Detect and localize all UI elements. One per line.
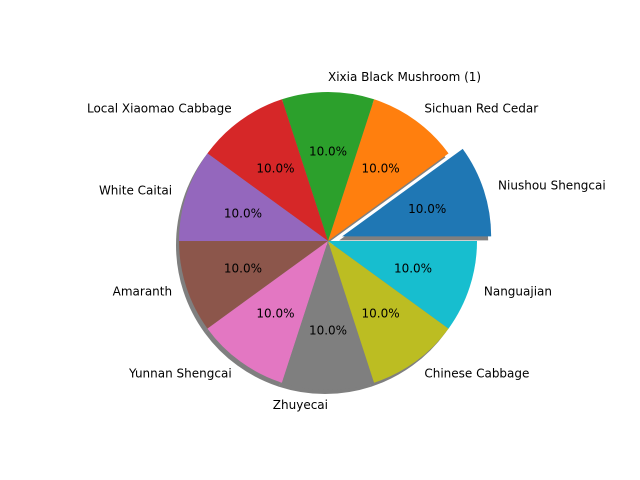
percent-label-white-caitai: 10.0% xyxy=(224,206,262,220)
percent-label-yunnan-shengcai: 10.0% xyxy=(256,306,294,320)
category-label-nanguajian: Nanguajian xyxy=(484,285,552,299)
category-label-local-xiaomao-cabbage: Local Xiaomao Cabbage xyxy=(87,101,232,115)
percent-label-chinese-cabbage: 10.0% xyxy=(361,306,399,320)
percent-label-amaranth: 10.0% xyxy=(224,262,262,276)
percent-label-zhuyecai: 10.0% xyxy=(309,323,347,337)
percent-labels: 10.0% 10.0% 10.0% 10.0% 10.0% 10.0% 10.0% 10.0%… xyxy=(224,145,446,338)
category-label-amaranth: Amaranth xyxy=(113,285,172,299)
category-label-yunnan-shengcai: Yunnan Shengcai xyxy=(128,367,232,381)
percent-label-niushou-shengcai: 10.0% xyxy=(408,202,446,216)
pie-slice-white-caitai xyxy=(179,153,328,241)
percent-label-xixia-black-mushroom-1: 10.0% xyxy=(309,145,347,159)
category-label-xixia-black-mushroom-1: Xixia Black Mushroom (1) xyxy=(328,70,481,84)
category-label-zhuyecai: Zhuyecai xyxy=(273,398,328,412)
pie-slice-local-xiaomao-cabbage xyxy=(207,99,328,242)
percent-label-nanguajian: 10.0% xyxy=(394,262,432,276)
pie-slices xyxy=(179,92,492,390)
pie-slice-yunnan-shengcai xyxy=(207,241,328,383)
percent-label-sichuan-red-cedar: 10.0% xyxy=(361,162,399,176)
pie-slice-xixia-black-mushroom-1 xyxy=(281,92,375,242)
category-label-niushou-shengcai: Niushou Shengcai xyxy=(498,179,606,193)
pie-slice-nanguajian xyxy=(328,241,477,329)
category-labels: Niushou Shengcai Sichuan Red Cedar Xixia B… xyxy=(87,70,606,412)
pie-slice-zhuyecai xyxy=(281,241,375,390)
percent-label-local-xiaomao-cabbage: 10.0% xyxy=(256,162,294,176)
category-label-white-caitai: White Caitai xyxy=(99,183,172,197)
pie-slice-sichuan-red-cedar xyxy=(328,99,449,242)
pie-slice-niushou-shengcai xyxy=(342,148,492,237)
category-label-chinese-cabbage: Chinese Cabbage xyxy=(424,367,529,381)
category-label-sichuan-red-cedar: Sichuan Red Cedar xyxy=(424,101,538,115)
pie-slice-amaranth xyxy=(179,241,328,329)
pie-slice-chinese-cabbage xyxy=(328,241,449,383)
